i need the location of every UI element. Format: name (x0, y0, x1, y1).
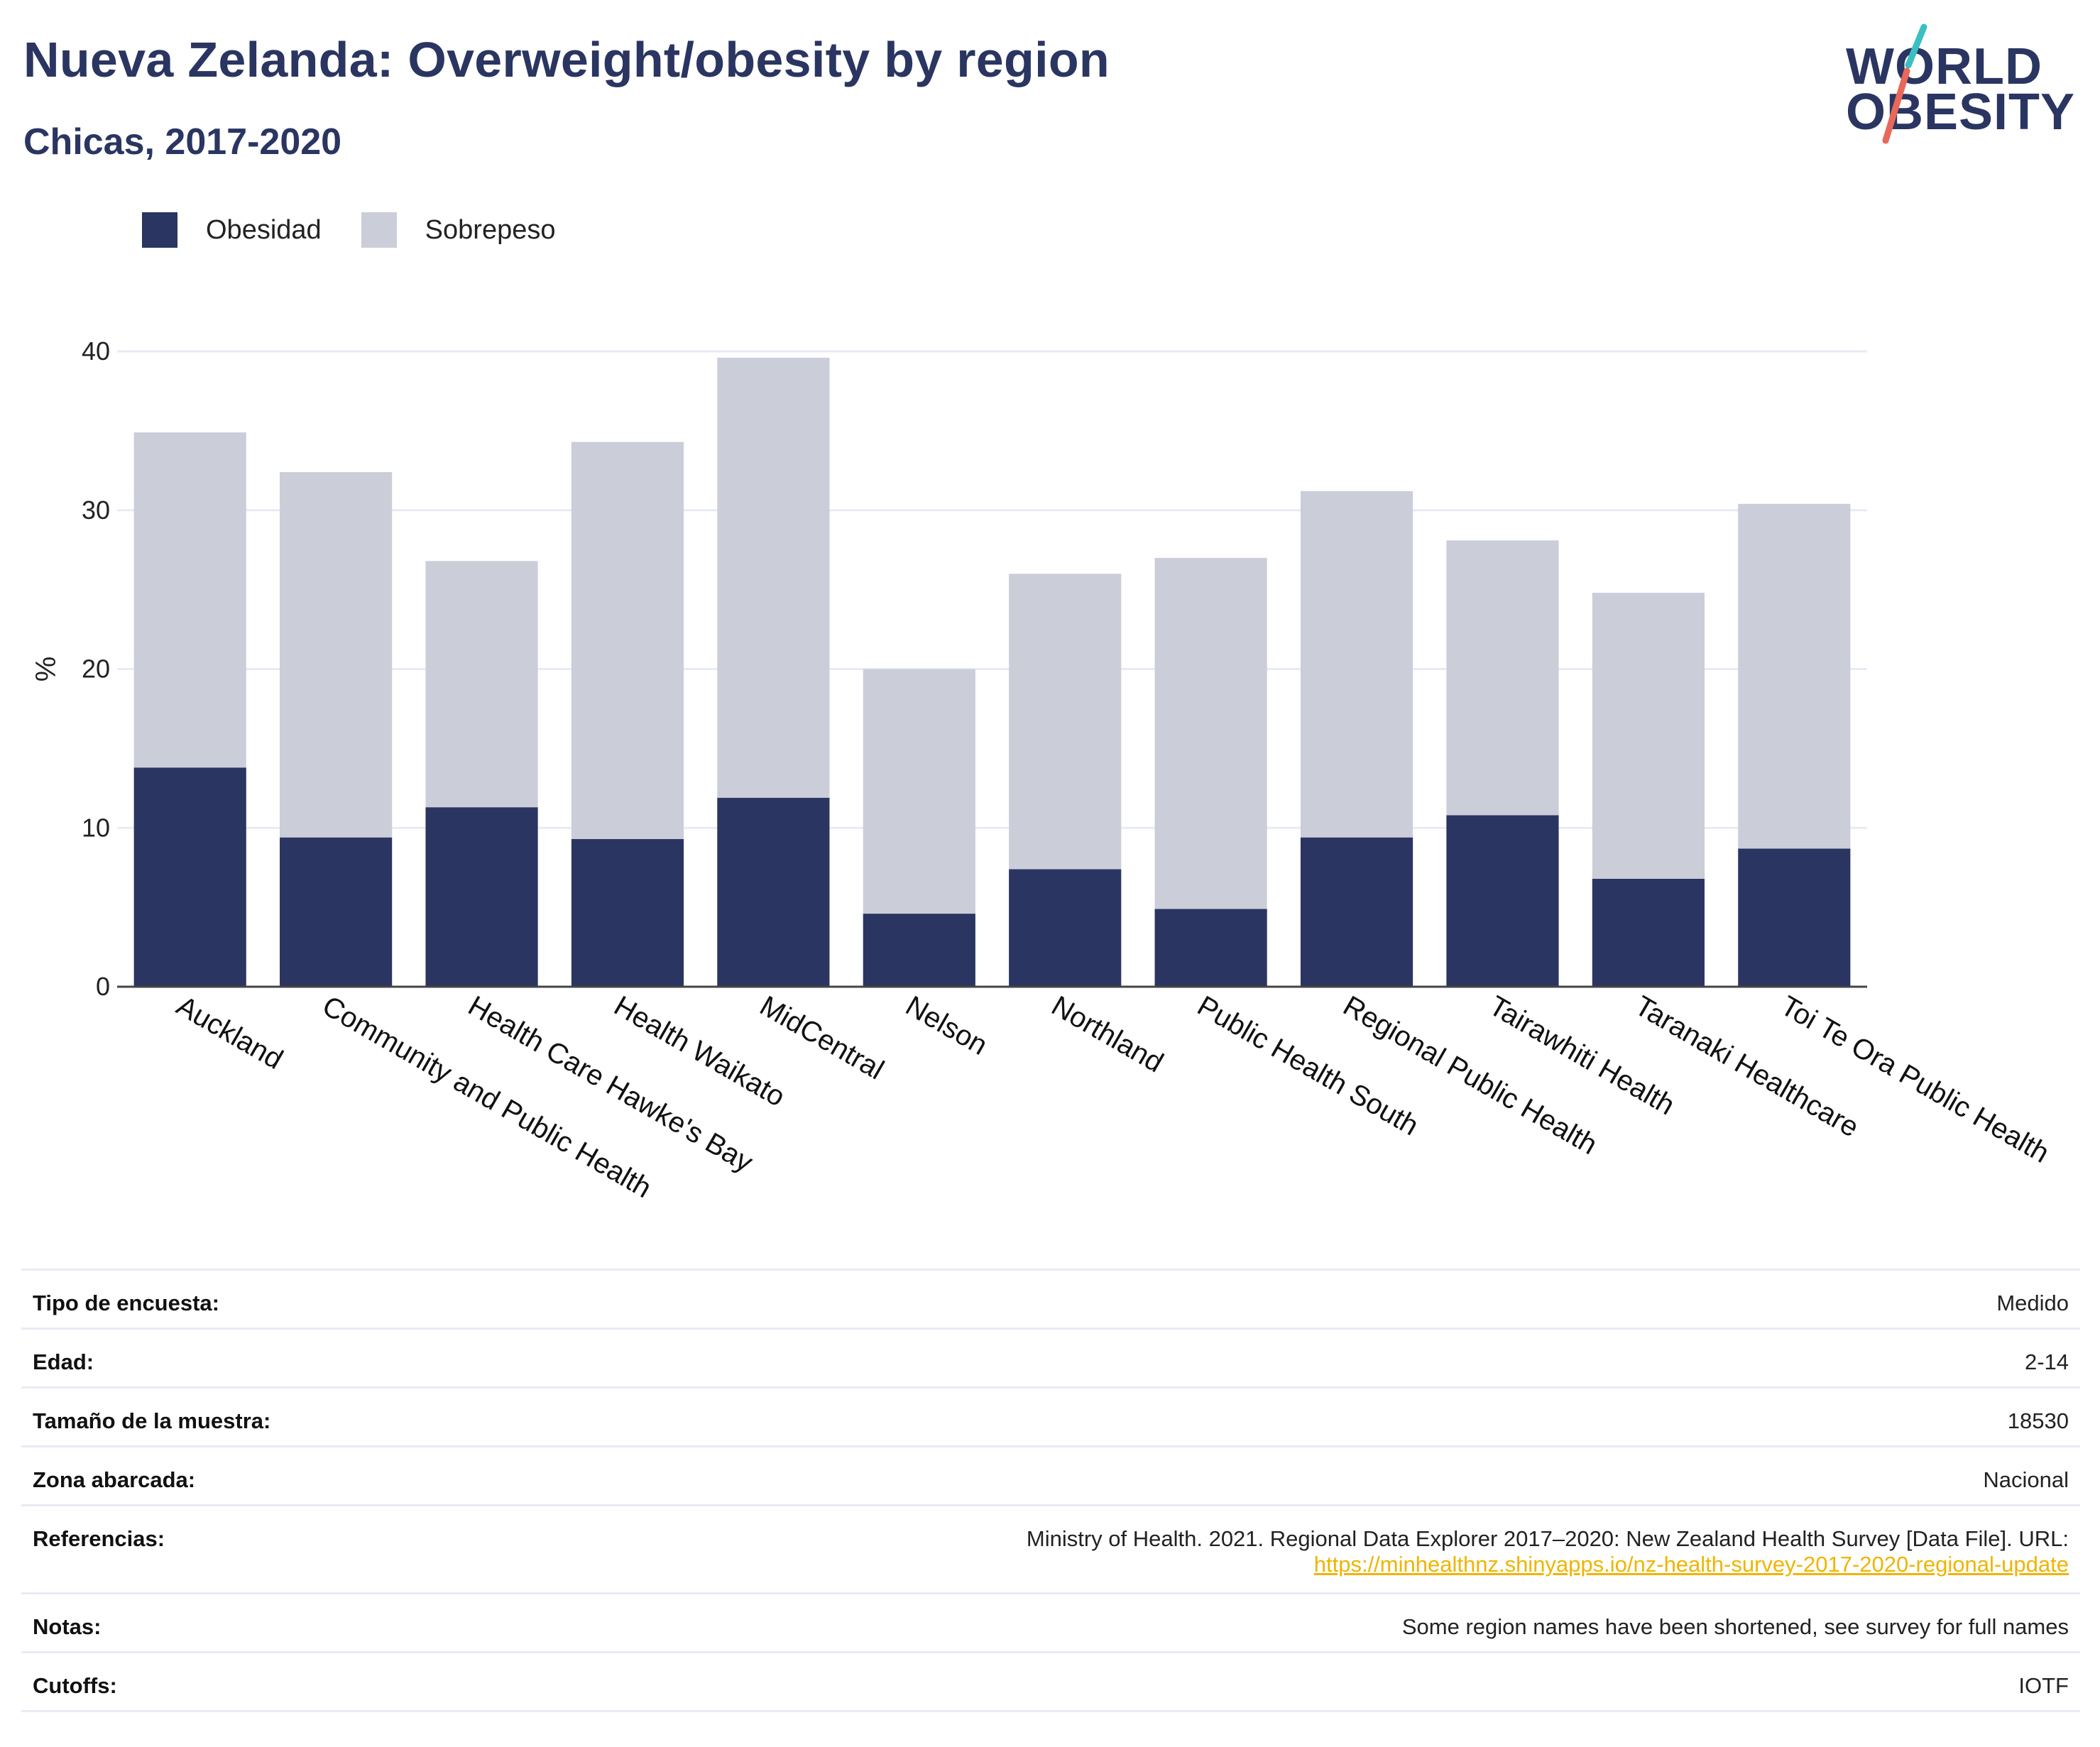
bar-sobrepeso[interactable] (1154, 557, 1267, 909)
x-category-label: Nelson (900, 990, 992, 1061)
logo-slash-icon (1882, 23, 1927, 144)
world-obesity-logo: WORLD OBESITY (1846, 21, 2087, 149)
bar-obesidad[interactable] (1009, 869, 1122, 987)
bar-sobrepeso[interactable] (280, 472, 393, 838)
bar-sobrepeso[interactable] (571, 442, 684, 839)
reference-text: Ministry of Health. 2021. Regional Data … (1026, 1526, 2069, 1551)
bar-obesidad[interactable] (280, 837, 393, 987)
x-category-label: Toi Te Ora Public Health (1776, 990, 2055, 1169)
y-tick-label: 0 (96, 972, 110, 1001)
bar-sobrepeso[interactable] (425, 561, 538, 808)
bar-obesidad[interactable] (717, 797, 830, 987)
chart-subtitle: Chicas, 2017-2020 (23, 121, 342, 163)
meta-value: IOTF (2018, 1673, 2069, 1698)
meta-row-notes: Notas: Some region names have been short… (21, 1594, 2080, 1653)
meta-row-sample-size: Tamaño de la muestra: 18530 (21, 1389, 2080, 1447)
chart-legend: Obesidad Sobrepeso (142, 212, 595, 248)
meta-key: Tipo de encuesta: (33, 1291, 219, 1315)
bar-sobrepeso[interactable] (1009, 574, 1122, 870)
bar-sobrepeso[interactable] (863, 669, 975, 914)
gridlines (117, 350, 1867, 829)
chart-title: Nueva Zelanda: Overweight/obesity by reg… (23, 32, 1110, 87)
meta-value: Medido (1996, 1291, 2069, 1315)
meta-key: Notas: (33, 1614, 102, 1639)
y-tick-label: 30 (82, 495, 110, 525)
meta-value: Nacional (1983, 1467, 2069, 1492)
meta-key: Edad: (33, 1349, 94, 1374)
category-labels: Auckland Community and Public HealthHealt… (171, 990, 2055, 1205)
bar-obesidad[interactable] (133, 767, 246, 987)
bar-sobrepeso[interactable] (1446, 540, 1559, 816)
bars (133, 357, 1851, 987)
meta-value: Ministry of Health. 2021. Regional Data … (1027, 1526, 2069, 1577)
bar-obesidad[interactable] (1738, 848, 1851, 987)
bar-obesidad[interactable] (571, 838, 684, 987)
meta-row-cutoffs: Cutoffs: IOTF (21, 1653, 2080, 1712)
y-tick-label: 10 (82, 813, 110, 842)
meta-key: Tamaño de la muestra: (33, 1408, 271, 1433)
x-category-label: MidCentral (755, 990, 889, 1086)
legend-item-obesidad[interactable]: Obesidad (142, 212, 322, 248)
x-category-label: Northland (1046, 990, 1169, 1079)
legend-item-sobrepeso[interactable]: Sobrepeso (361, 212, 556, 248)
axes: 0 10 20 30 40% (31, 336, 1867, 1001)
legend-swatch-sobrepeso (361, 212, 397, 248)
bar-sobrepeso[interactable] (717, 357, 830, 798)
meta-row-survey-type: Tipo de encuesta: Medido (21, 1271, 2080, 1330)
meta-row-area: Zona abarcada: Nacional (21, 1447, 2080, 1506)
bar-sobrepeso[interactable] (1592, 593, 1705, 879)
bar-sobrepeso[interactable] (1300, 491, 1413, 838)
meta-row-references: Referencias: Ministry of Health. 2021. R… (21, 1506, 2080, 1594)
legend-label-obesidad: Obesidad (206, 214, 322, 245)
logo-text-obesity: OBESITY (1846, 84, 2076, 141)
bar-obesidad[interactable] (425, 807, 538, 987)
bar-sobrepeso[interactable] (133, 432, 246, 768)
bar-obesidad[interactable] (1446, 815, 1559, 987)
meta-value: 18530 (2007, 1408, 2069, 1433)
meta-value: 2-14 (2024, 1349, 2069, 1374)
legend-label-sobrepeso: Sobrepeso (425, 214, 556, 245)
bar-obesidad[interactable] (1592, 878, 1705, 987)
stacked-bar-chart: 0 10 20 30 40% Auckland Community and Public … (31, 336, 2055, 1205)
bar-sobrepeso[interactable] (1738, 503, 1851, 849)
y-tick-label: 40 (82, 336, 110, 366)
meta-key: Zona abarcada: (33, 1467, 196, 1492)
logo-text-world: WORLD (1846, 38, 2042, 95)
meta-value: Some region names have been shortened, s… (1401, 1614, 2069, 1639)
x-category-label: Auckland (171, 990, 288, 1075)
reference-link[interactable]: https://minhealthnz.shinyapps.io/nz-heal… (1313, 1552, 2069, 1577)
meta-key: Referencias: (33, 1526, 165, 1551)
bar-obesidad[interactable] (863, 914, 975, 987)
y-axis-title: % (31, 657, 62, 682)
meta-row-age: Edad: 2-14 (21, 1330, 2080, 1389)
bar-obesidad[interactable] (1154, 909, 1267, 987)
x-category-label: Regional Public Health (1338, 990, 1602, 1161)
bar-obesidad[interactable] (1300, 837, 1413, 987)
survey-details-table: Tipo de encuesta: Medido Edad: 2-14 Tama… (21, 1269, 2080, 1712)
meta-key: Cutoffs: (33, 1673, 117, 1698)
legend-swatch-obesidad (142, 212, 177, 248)
y-tick-label: 20 (82, 655, 110, 684)
